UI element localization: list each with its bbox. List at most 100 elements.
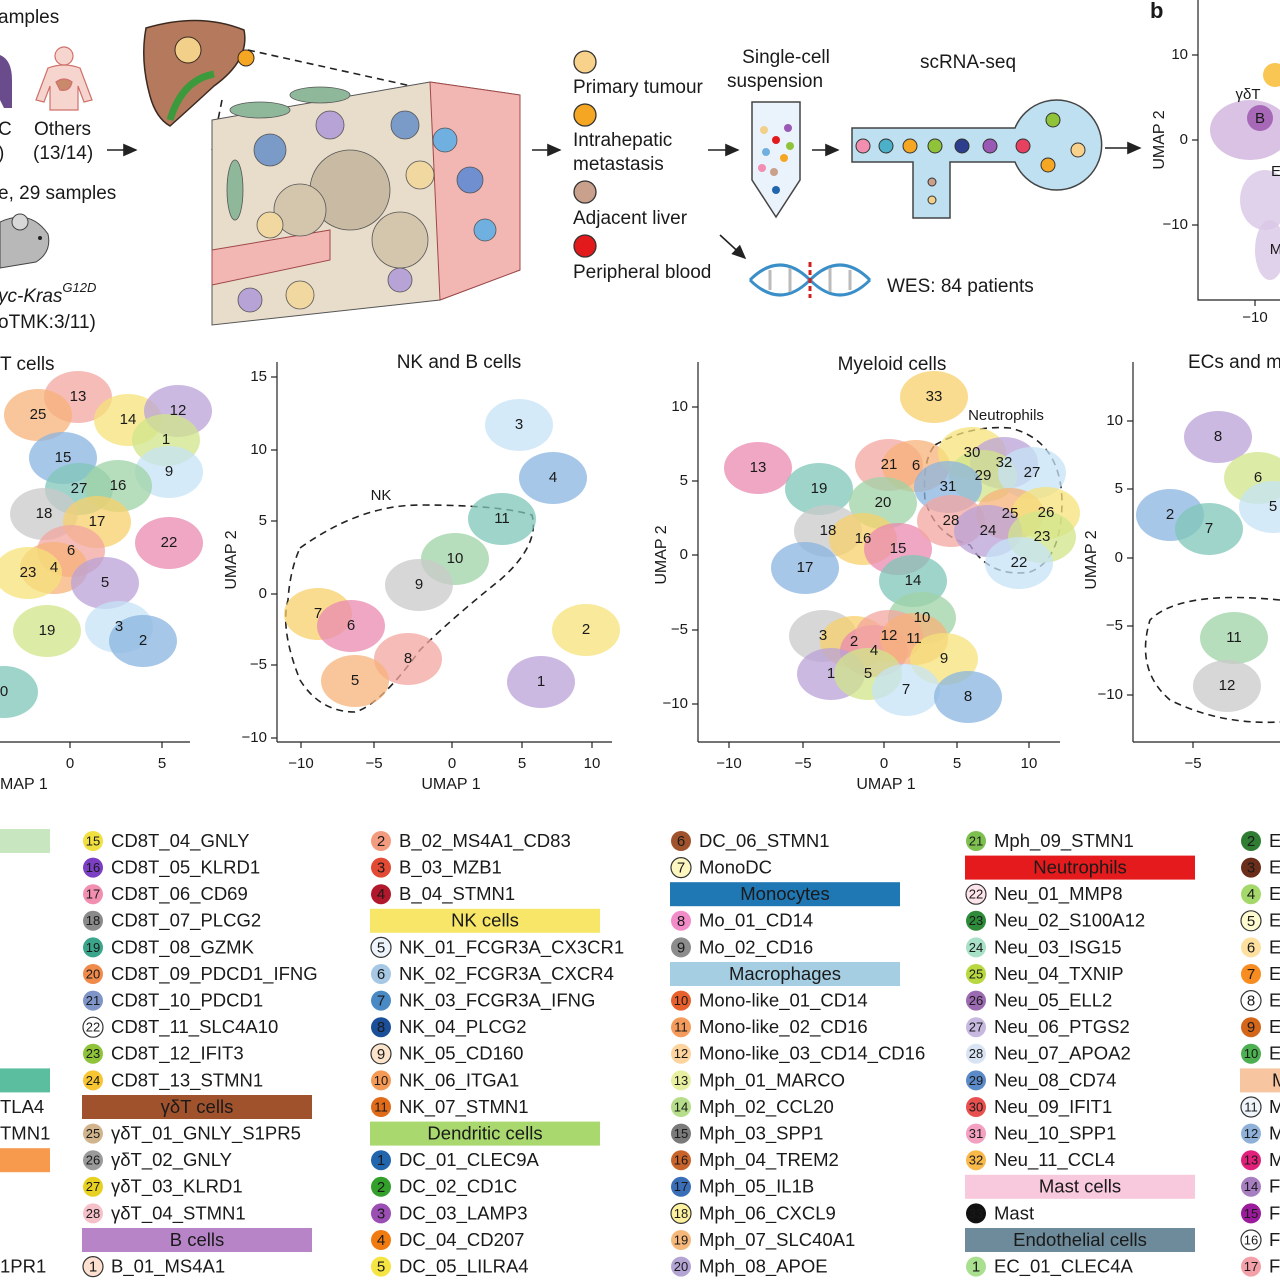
umap-cloud [374, 633, 442, 685]
cluster-number: 8 [1247, 993, 1255, 1010]
x-tick-label: −10 [716, 755, 741, 772]
cluster-label: 9 [165, 463, 173, 480]
cluster-number: 20 [674, 1259, 688, 1274]
group-header [670, 882, 900, 907]
cluster-name: M [1269, 1149, 1280, 1170]
y-tick-label: 0 [259, 585, 267, 602]
cluster-name: Neu_03_ISG15 [994, 936, 1122, 958]
cluster-number: 4 [377, 1232, 385, 1249]
cluster-label: 23 [1034, 528, 1051, 545]
cluster-badge [671, 910, 691, 931]
group-header-label: Monocytes [740, 883, 829, 904]
cluster-label: M [1270, 241, 1280, 258]
cluster-name: NK_07_STMN1 [399, 1096, 529, 1118]
cluster-label: 11 [1226, 629, 1242, 646]
cluster-name: NK_05_CD160 [399, 1043, 523, 1065]
suspension-label: Single-cell [742, 47, 830, 68]
cluster-badge [671, 1150, 691, 1171]
cluster-number: 11 [374, 1099, 388, 1114]
cluster-label: 13 [750, 459, 767, 476]
cluster-name: CD8T_13_STMN1 [111, 1069, 263, 1091]
cluster-badge [671, 1256, 691, 1277]
cluster-label: 7 [1205, 520, 1213, 537]
cluster-label: 15 [55, 449, 72, 466]
cluster-label: 3 [819, 627, 827, 644]
cluster-label: 13 [70, 388, 87, 405]
cluster-label: 25 [30, 406, 47, 423]
group-header-label: γδT cells [161, 1096, 234, 1117]
shape [11, 213, 29, 231]
cluster-label: 14 [905, 572, 922, 589]
cluster-number: 28 [969, 1046, 983, 1061]
cluster-badge [83, 1150, 103, 1171]
cluster-label: 4 [50, 559, 58, 576]
cluster-name: NK_01_FCGR3A_CX3CR1 [399, 936, 624, 958]
cluster-label: 2 [1166, 506, 1174, 523]
cluster-label: 4 [549, 469, 557, 486]
cluster-label: 14 [120, 411, 137, 428]
cluster-name: Neu_04_TXNIP [994, 963, 1124, 985]
cluster-label: 20 [875, 494, 892, 511]
cluster-number: 5 [377, 939, 385, 956]
cluster-name: Mph_01_MARCO [699, 1069, 845, 1091]
cluster-label: 12 [170, 402, 187, 419]
cluster-number: 32 [969, 1153, 983, 1168]
cluster-number: 20 [86, 966, 100, 981]
umap-cloud [507, 656, 575, 708]
group-header [670, 962, 900, 986]
umap-cloud [1263, 63, 1280, 87]
cluster-name: γδT_04_STMN1 [111, 1202, 246, 1224]
liver [143, 19, 246, 127]
panel-title: NK and B cells [397, 352, 522, 373]
cluster-badge [371, 1150, 391, 1171]
cluster-badge [966, 990, 986, 1011]
cluster-badge [371, 1070, 391, 1091]
cluster-label: 5 [1269, 498, 1277, 515]
cluster-name: DC_05_LILRA4 [399, 1255, 529, 1277]
y-tick-label: 10 [250, 441, 267, 458]
cluster-name: DC_01_CLEC9A [399, 1149, 540, 1171]
shape [954, 138, 970, 154]
cluster-number: 24 [969, 940, 983, 955]
x-tick-label: 10 [1021, 755, 1038, 772]
cluster-badge [670, 1202, 692, 1225]
umap-cloud [385, 559, 453, 611]
cluster-number: 7 [677, 860, 685, 877]
cluster-number: 12 [1244, 1126, 1258, 1141]
cluster-badge [966, 1017, 986, 1038]
cluster-badge [671, 1230, 691, 1250]
cluster-number: 29 [969, 1073, 983, 1088]
shape [289, 86, 351, 104]
cluster-name: Mph_02_CCL20 [699, 1096, 834, 1118]
cluster-number: 9 [377, 1046, 385, 1063]
cluster-label: 8 [404, 650, 412, 667]
shape [371, 211, 429, 269]
cluster-badge [966, 1070, 986, 1091]
cluster-badge [671, 937, 691, 958]
cluster-number: 28 [86, 1206, 100, 1221]
cluster-badge [83, 964, 103, 984]
group-header-label: NK cells [451, 910, 519, 931]
cluster-badge [966, 1097, 986, 1117]
x-tick-label: 5 [518, 755, 526, 772]
cluster-badge [966, 1043, 986, 1064]
cluster-name: E [1269, 989, 1280, 1010]
sample-dot [573, 180, 597, 204]
y-tick-label: 10 [671, 398, 688, 415]
cluster-label: 0 [0, 683, 8, 700]
cluster-badge [1241, 857, 1261, 878]
suspension-label: suspension [727, 71, 823, 92]
shape [473, 218, 497, 242]
cluster-label: 7 [902, 681, 910, 698]
shape [902, 138, 918, 154]
shape [54, 46, 74, 66]
panel-title: Myeloid cells [838, 354, 947, 375]
cluster-name: E [1269, 910, 1280, 931]
cluster-name: F [1269, 1176, 1280, 1197]
group-header-label: B cells [170, 1229, 225, 1250]
y-tick-label: 5 [259, 512, 267, 529]
cluster-name: DC_04_CD207 [399, 1229, 524, 1251]
cluster-label: 2 [139, 632, 147, 649]
